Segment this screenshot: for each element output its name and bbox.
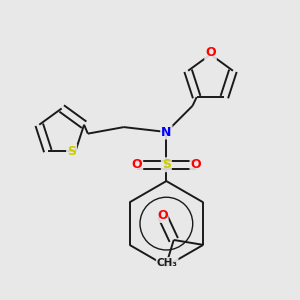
Text: O: O bbox=[190, 158, 201, 171]
Text: O: O bbox=[205, 46, 216, 59]
Text: S: S bbox=[162, 158, 171, 171]
Text: S: S bbox=[67, 145, 76, 158]
Text: CH₃: CH₃ bbox=[157, 258, 178, 268]
Text: N: N bbox=[161, 125, 172, 139]
Text: O: O bbox=[157, 209, 168, 222]
Text: O: O bbox=[132, 158, 142, 171]
